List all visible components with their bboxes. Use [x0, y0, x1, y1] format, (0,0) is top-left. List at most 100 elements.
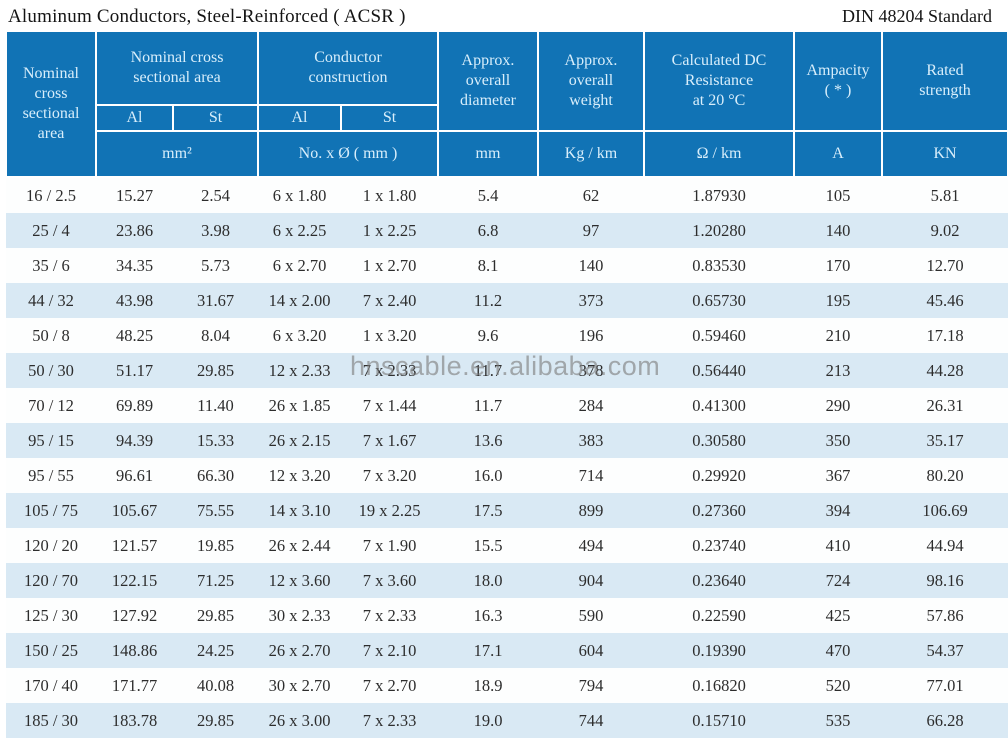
table-cell: 44.94	[926, 535, 964, 555]
table-cell: 17.18	[926, 325, 964, 345]
table-cell: 25 / 4	[32, 220, 70, 240]
table-cell: 98.16	[926, 570, 964, 590]
table-cell: 3.98	[201, 220, 230, 240]
table-header: Nominal cross sectional area Nominal cro…	[5, 30, 1008, 178]
table-cell: 714	[578, 465, 604, 485]
table-cell: 0.83530	[692, 255, 746, 275]
table-cell: 97	[582, 220, 600, 240]
table-cell: 7 x 2.33	[362, 360, 417, 380]
table-cell: 7 x 3.60	[362, 570, 417, 590]
table-cell: 7 x 2.10	[362, 640, 417, 660]
table-row: 120 / 70 122.15 71.25 12 x 3.60 7 x 3.60 18.0…	[6, 563, 1008, 598]
table-row: 70 / 12 69.89 11.40 26 x 1.85 7 x 1.44 11.7 28…	[6, 388, 1008, 423]
table-row: 16 / 2.5 15.27 2.54 6 x 1.80 1 x 1.80 5.4 62 1.…	[6, 177, 1008, 213]
table-cell: 14 x 2.00	[268, 290, 331, 310]
table-cell: 16 / 2.5	[26, 185, 76, 205]
table-cell: 15.27	[115, 185, 154, 205]
table-cell: 5.4	[477, 185, 499, 205]
unit-strength: KN	[881, 130, 1008, 178]
table-row: 95 / 15 94.39 15.33 26 x 2.15 7 x 1.67 13.6 38…	[6, 423, 1008, 458]
table-cell: 29.85	[196, 605, 235, 625]
unit-diameter: mm	[437, 130, 539, 178]
table-cell: 26 x 2.70	[268, 640, 331, 660]
table-cell: 6 x 2.25	[272, 220, 327, 240]
table-cell: 44.28	[926, 360, 964, 380]
table-cell: 535	[825, 710, 851, 730]
table-cell: 29.85	[196, 360, 235, 380]
table-cell: 170 / 40	[23, 675, 79, 695]
table-cell: 40.08	[196, 675, 235, 695]
table-row: 25 / 4 23.86 3.98 6 x 2.25 1 x 2.25 6.8 97 1.20…	[6, 213, 1008, 248]
standard-label: DIN 48204 Standard	[842, 6, 992, 26]
table-cell: 48.25	[115, 325, 154, 345]
table-cell: 57.86	[926, 605, 964, 625]
table-cell: 148.86	[111, 640, 158, 660]
table-cell: 18.9	[473, 675, 503, 695]
table-row: 44 / 32 43.98 31.67 14 x 2.00 7 x 2.40 11.2 37…	[6, 283, 1008, 318]
table-row: 170 / 40 171.77 40.08 30 x 2.70 7 x 2.70 18.9…	[6, 668, 1008, 703]
table-cell: 96.61	[115, 465, 154, 485]
table-cell: 43.98	[115, 290, 154, 310]
table-cell: 105	[825, 185, 851, 205]
table-cell: 367	[825, 465, 851, 485]
table-cell: 6 x 1.80	[272, 185, 327, 205]
table-row: 125 / 30 127.92 29.85 30 x 2.33 7 x 2.33 16.3…	[6, 598, 1008, 633]
table-cell: 125 / 30	[23, 605, 79, 625]
table-cell: 50 / 30	[28, 360, 74, 380]
table-cell: 18.0	[473, 570, 503, 590]
table-cell: 54.37	[926, 640, 964, 660]
table-cell: 71.25	[196, 570, 235, 590]
table-cell: 12 x 2.33	[268, 360, 331, 380]
table-cell: 15.33	[196, 430, 235, 450]
table-cell: 122.15	[111, 570, 158, 590]
unit-construction: No. x Ø ( mm )	[257, 130, 439, 178]
header-approx-overall-weight: Approx. overall weight	[537, 30, 645, 132]
table-cell: 140	[578, 255, 604, 275]
table-cell: 9.6	[477, 325, 499, 345]
table-cell: 14 x 3.10	[268, 500, 331, 520]
table-cell: 0.29920	[692, 465, 746, 485]
table-cell: 494	[578, 535, 604, 555]
table-cell: 0.22590	[692, 605, 746, 625]
table-cell: 899	[578, 500, 604, 520]
subheader-construction-st: St	[340, 104, 439, 132]
header-rated-strength: Rated strength	[881, 30, 1008, 132]
table-cell: 7 x 2.40	[362, 290, 417, 310]
table-cell: 604	[578, 640, 604, 660]
table-cell: 75.55	[196, 500, 235, 520]
table-row: 50 / 8 48.25 8.04 6 x 3.20 1 x 3.20 9.6 196 0.5…	[6, 318, 1008, 353]
table-cell: 106.69	[922, 500, 968, 520]
table-cell: 470	[825, 640, 851, 660]
table-cell: 17.5	[473, 500, 503, 520]
header-dc-resistance: Calculated DC Resistance at 20 °C	[643, 30, 795, 132]
page-title: Aluminum Conductors, Steel-Reinforced ( …	[8, 6, 406, 27]
table-cell: 29.85	[196, 710, 235, 730]
unit-weight: Kg / km	[537, 130, 645, 178]
table-cell: 0.41300	[692, 395, 746, 415]
table-cell: 120 / 20	[23, 535, 79, 555]
table-cell: 284	[578, 395, 604, 415]
table-cell: 195	[825, 290, 851, 310]
table-cell: 66.28	[926, 710, 964, 730]
table-cell: 1 x 3.20	[362, 325, 417, 345]
table-cell: 5.73	[201, 255, 230, 275]
table-cell: 0.19390	[692, 640, 746, 660]
table-cell: 62	[582, 185, 600, 205]
table-cell: 0.23640	[692, 570, 746, 590]
table-cell: 140	[825, 220, 851, 240]
table-cell: 80.20	[926, 465, 964, 485]
header-approx-overall-diameter: Approx. overall diameter	[437, 30, 539, 132]
table-cell: 44 / 32	[28, 290, 74, 310]
table-cell: 0.23740	[692, 535, 746, 555]
table-cell: 0.30580	[692, 430, 746, 450]
table-cell: 410	[825, 535, 851, 555]
table-cell: 11.40	[197, 395, 234, 415]
subheader-area-st: St	[172, 104, 259, 132]
table-cell: 1 x 2.70	[362, 255, 417, 275]
table-cell: 183.78	[111, 710, 158, 730]
table-cell: 425	[825, 605, 851, 625]
table-cell: 12.70	[926, 255, 964, 275]
table-cell: 26.31	[926, 395, 964, 415]
table-row: 120 / 20 121.57 19.85 26 x 2.44 7 x 1.90 15.5…	[6, 528, 1008, 563]
table-cell: 1 x 1.80	[362, 185, 417, 205]
